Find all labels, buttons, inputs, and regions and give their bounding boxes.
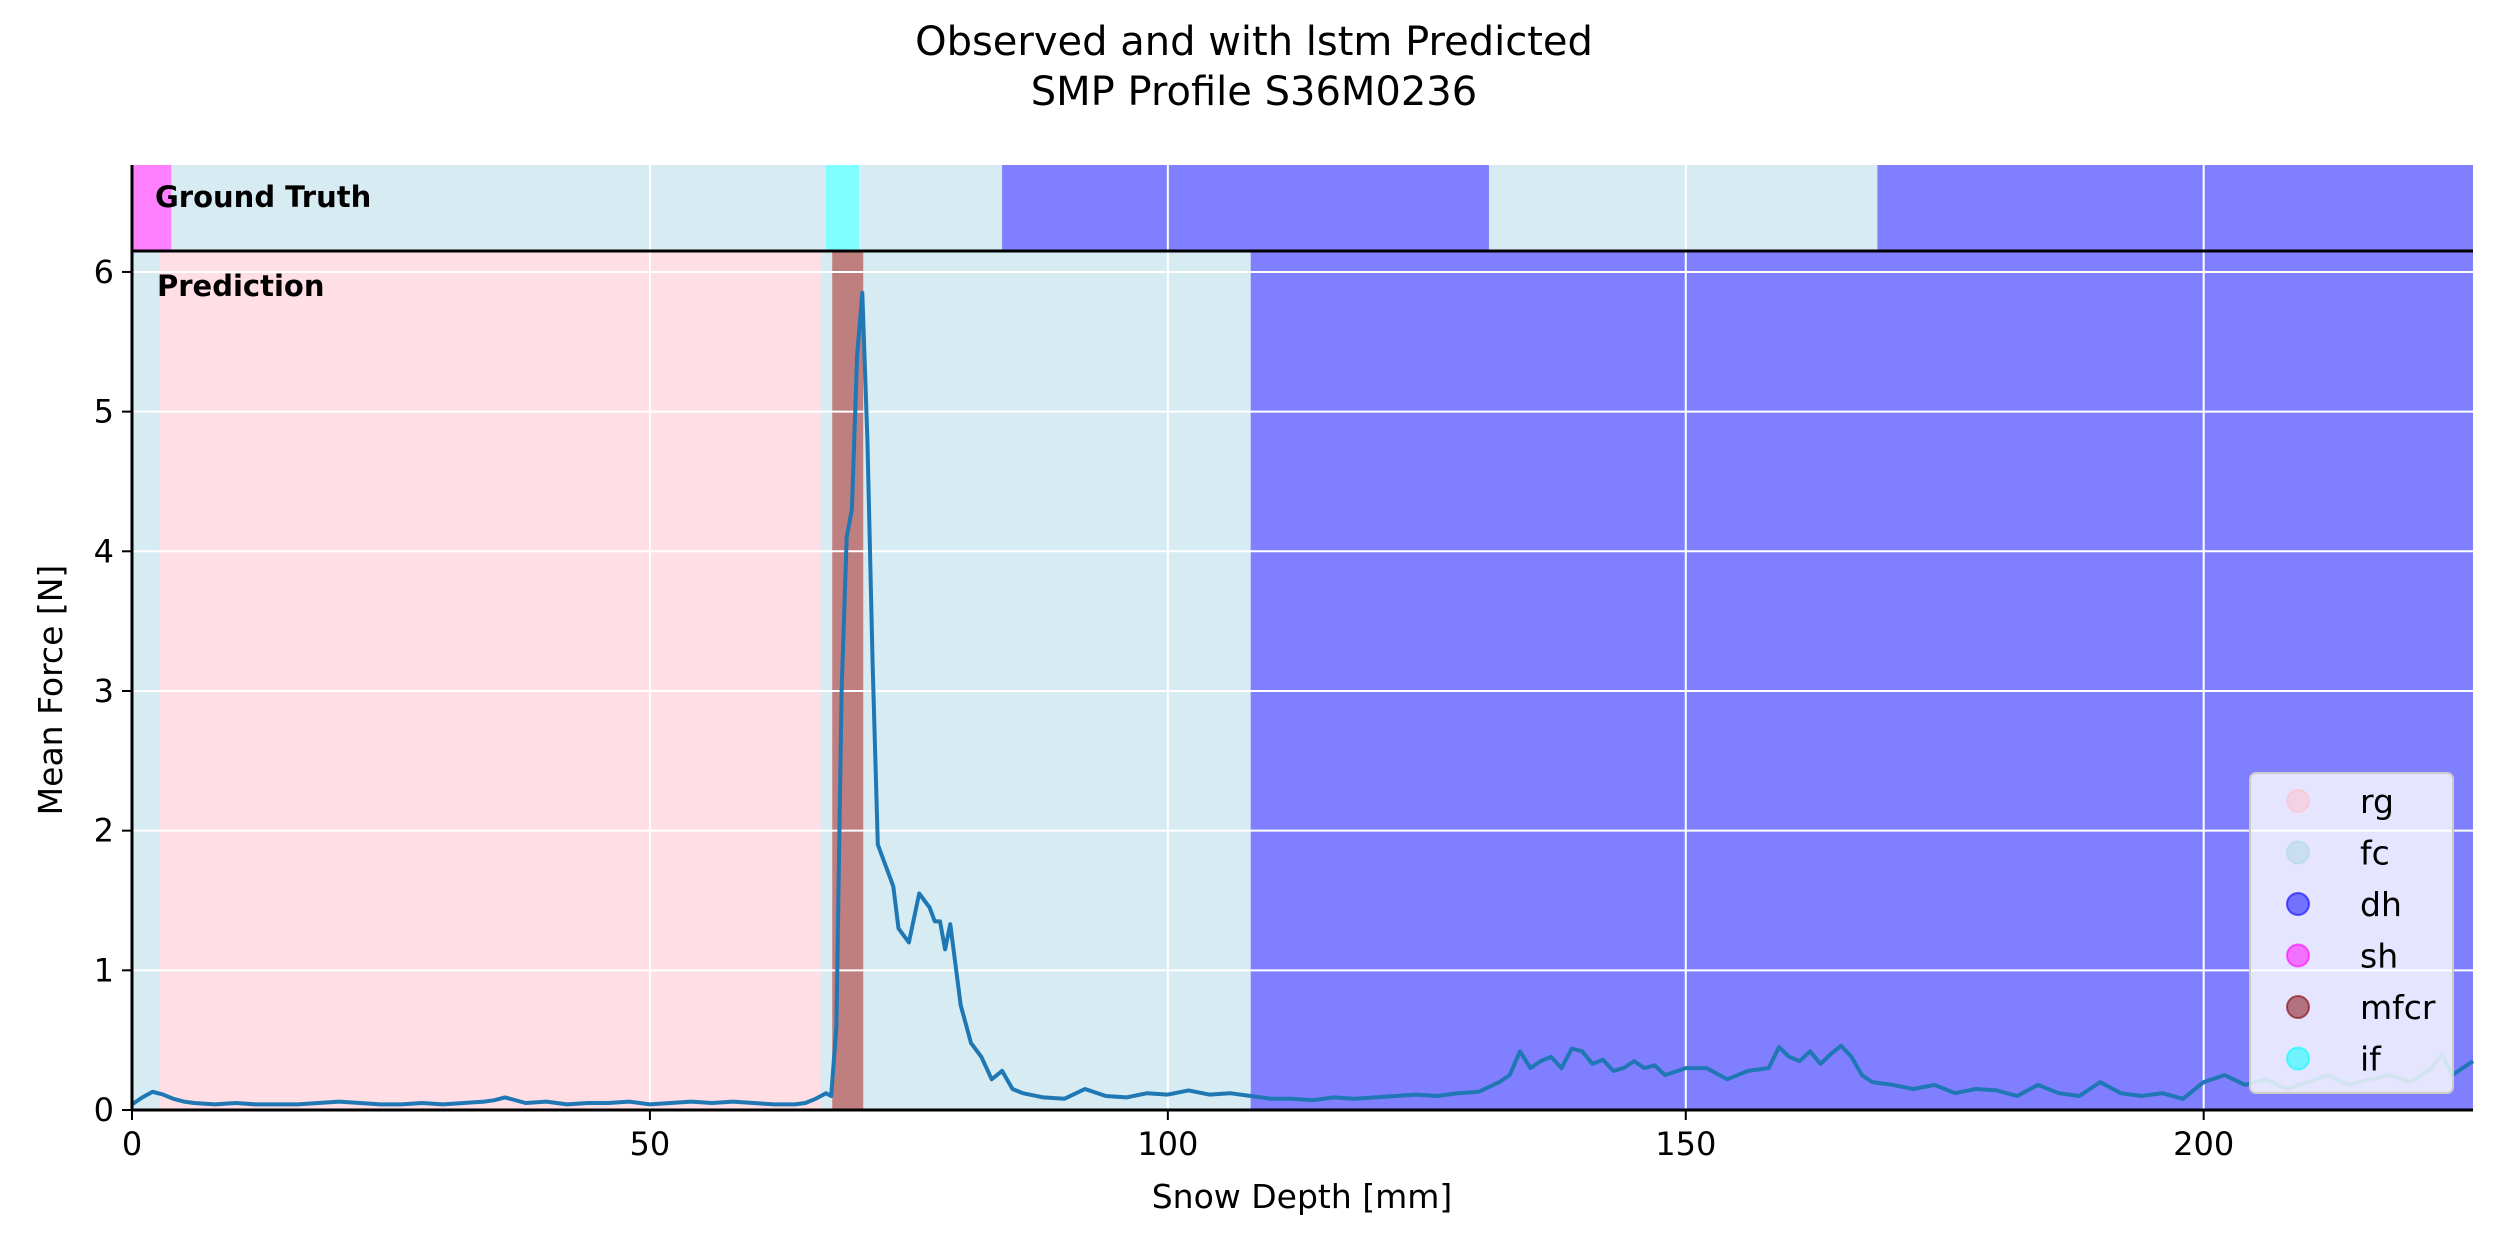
legend-label-dh: dh (2360, 885, 2402, 924)
x-tick-label: 0 (122, 1125, 142, 1163)
gt-segment-dh (1002, 165, 1489, 251)
x-axis-label: Snow Depth [mm] (1152, 1177, 1453, 1216)
prediction-segment-fc (820, 251, 833, 1110)
series-layer (130, 290, 2475, 1107)
ground-truth-label: Ground Truth (155, 180, 371, 214)
gt-segment-fc (859, 165, 1003, 251)
prediction-label: Prediction (157, 269, 325, 303)
legend-marker-if (2286, 1046, 2310, 1071)
x-tick-label: 100 (1137, 1125, 1198, 1163)
y-tick-label: 3 (94, 672, 114, 710)
gt-segment-if (826, 165, 860, 251)
x-tick-label: 200 (2173, 1125, 2234, 1163)
gt-segment-fc (171, 165, 827, 251)
legend-label-sh: sh (2360, 937, 2398, 976)
legend: rg fc dh sh mfcr if (2249, 772, 2454, 1094)
ground-truth-panel (132, 165, 2473, 251)
gt-segment-sh (132, 165, 172, 251)
legend-label-mfcr: mfcr (2360, 988, 2436, 1027)
y-tick-label: 4 (94, 532, 114, 570)
y-tick-label: 0 (94, 1091, 114, 1129)
legend-marker-sh (2286, 943, 2310, 968)
legend-marker-dh (2286, 892, 2310, 916)
axes-layer (130, 165, 2473, 1112)
legend-label-if: if (2360, 1040, 2382, 1079)
gt-segment-dh (1877, 165, 2473, 251)
prediction-panel (132, 251, 2473, 1110)
x-tick-label: 50 (630, 1125, 671, 1163)
legend-marker-rg (2286, 789, 2310, 813)
prediction-segment-rg (159, 251, 821, 1110)
legend-label-rg: rg (2360, 782, 2394, 821)
x-tick-label: 150 (1655, 1125, 1716, 1163)
legend-label-fc: fc (2360, 834, 2390, 873)
prediction-segment-fc (132, 251, 160, 1110)
title-line-2: SMP Profile S36M0236 (1031, 69, 1477, 115)
chart-title: Observed and with lstm Predicted SMP Pro… (915, 19, 1593, 115)
y-tick-label: 2 (94, 812, 114, 850)
gt-segment-fc (1488, 165, 1878, 251)
force-line (130, 290, 2475, 1107)
legend-marker-fc (2286, 840, 2310, 865)
ticks-layer: 0 50 100 150 200 0 1 2 3 4 5 6 (94, 253, 2235, 1163)
y-tick-label: 6 (94, 253, 114, 291)
legend-box (2249, 772, 2454, 1094)
legend-marker-mfcr (2286, 995, 2310, 1019)
y-tick-label: 1 (94, 951, 114, 989)
title-line-1: Observed and with lstm Predicted (915, 19, 1593, 65)
prediction-segment-fc (863, 251, 1251, 1110)
y-axis-label: Mean Force [N] (31, 565, 70, 816)
y-tick-label: 5 (94, 393, 114, 431)
